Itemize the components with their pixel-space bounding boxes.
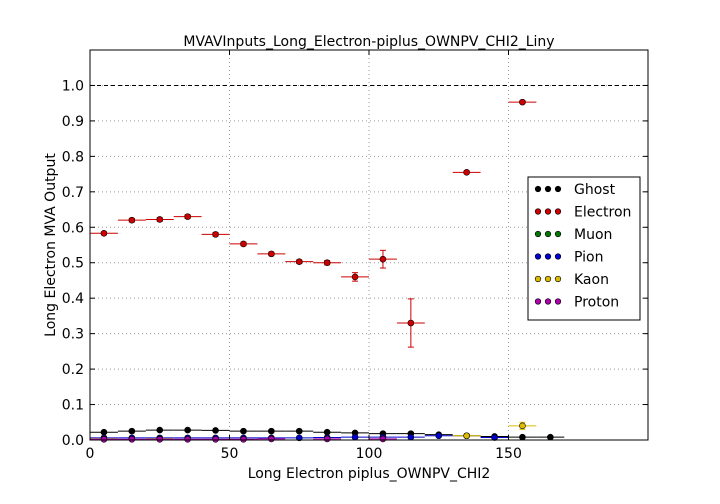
y-tick-label: 0.2 — [62, 362, 84, 378]
legend-marker — [554, 185, 562, 193]
y-tick-label: 0.4 — [62, 291, 84, 307]
data-point — [463, 169, 470, 176]
legend-marker — [544, 230, 552, 238]
data-point — [491, 434, 498, 441]
data-point — [100, 435, 108, 443]
x-tick-label: 0 — [86, 446, 95, 462]
data-point — [519, 98, 526, 106]
legend-marker — [534, 253, 542, 260]
data-point — [240, 240, 247, 248]
legend-marker — [554, 230, 562, 238]
data-point — [184, 213, 191, 220]
data-point — [128, 427, 136, 435]
legend-marker — [554, 208, 562, 215]
data-point — [407, 319, 415, 327]
y-tick-label: 0.9 — [62, 114, 84, 130]
data-point — [435, 432, 443, 440]
legend-marker — [544, 275, 552, 283]
legend-marker — [544, 185, 552, 193]
data-point — [407, 433, 415, 441]
legend-marker — [534, 298, 542, 305]
data-point — [100, 230, 108, 237]
data-point — [351, 273, 359, 281]
data-marks — [90, 98, 565, 443]
y-tick-label: 0.3 — [62, 327, 84, 343]
data-point — [156, 426, 164, 434]
data-point — [268, 435, 275, 443]
data-point — [128, 435, 136, 443]
data-point — [463, 432, 470, 440]
y-tick-label: 1.0 — [62, 78, 84, 94]
data-point — [268, 250, 275, 258]
data-point — [295, 427, 303, 435]
legend-label: Kaon — [574, 272, 609, 288]
data-point — [295, 434, 303, 442]
data-point — [156, 216, 164, 223]
data-point — [128, 216, 136, 224]
data-point — [212, 427, 219, 434]
data-point — [240, 427, 247, 435]
data-point — [212, 231, 219, 238]
x-tick-label: 150 — [495, 446, 522, 462]
y-tick-label: 0.0 — [62, 433, 84, 449]
legend-label: Pion — [574, 250, 603, 266]
series-electron — [90, 98, 537, 348]
legend-marker — [534, 208, 542, 215]
legend-marker — [544, 298, 552, 305]
data-point — [379, 435, 387, 443]
chart-title: MVAVInputs_Long_Electron-piplus_OWNPV_CH… — [183, 34, 554, 50]
data-point — [519, 422, 526, 430]
data-point — [184, 435, 191, 443]
data-point — [212, 435, 219, 443]
legend-marker — [554, 253, 562, 260]
y-tick-label: 0.7 — [62, 185, 84, 201]
legend-label: Proton — [574, 295, 619, 311]
legend-label: Muon — [574, 227, 612, 243]
legend-label: Electron — [574, 205, 631, 221]
legend-label: Ghost — [574, 182, 616, 198]
data-point — [323, 435, 331, 443]
legend: Ghost Electron Muon Pion Kaon Proton — [527, 176, 641, 321]
legend-marker — [544, 253, 552, 260]
data-point — [156, 435, 164, 443]
data-point — [351, 433, 359, 441]
data-point — [379, 255, 387, 263]
legend-marker — [554, 275, 562, 283]
data-point — [268, 427, 275, 435]
legend-marker — [534, 185, 542, 193]
data-point — [240, 435, 247, 443]
legend-marker — [544, 208, 552, 215]
y-tick-label: 0.1 — [62, 398, 84, 414]
y-tick-label: 0.6 — [62, 220, 84, 236]
y-tick-label: 0.8 — [62, 149, 84, 165]
data-point — [295, 258, 303, 265]
x-axis-title: Long Electron piplus_OWNPV_CHI2 — [248, 466, 491, 482]
legend-marker — [554, 298, 562, 305]
legend-marker — [534, 275, 542, 283]
data-point — [547, 433, 554, 441]
y-tick-label: 0.5 — [62, 256, 84, 272]
data-point — [184, 426, 191, 434]
legend-box — [527, 176, 641, 321]
data-point — [100, 428, 108, 436]
axis-ticks: 0.0 0.1 0.2 0.3 0.4 0.5 0.6 0.7 0.8 0.9 1.0 0 50 100 1… — [62, 50, 648, 462]
data-point — [323, 259, 331, 267]
x-tick-label: 100 — [356, 446, 383, 462]
data-point — [519, 433, 526, 441]
legend-marker — [534, 230, 542, 238]
y-axis-title: Long Electron MVA Output — [43, 153, 59, 337]
x-tick-label: 50 — [221, 446, 239, 462]
